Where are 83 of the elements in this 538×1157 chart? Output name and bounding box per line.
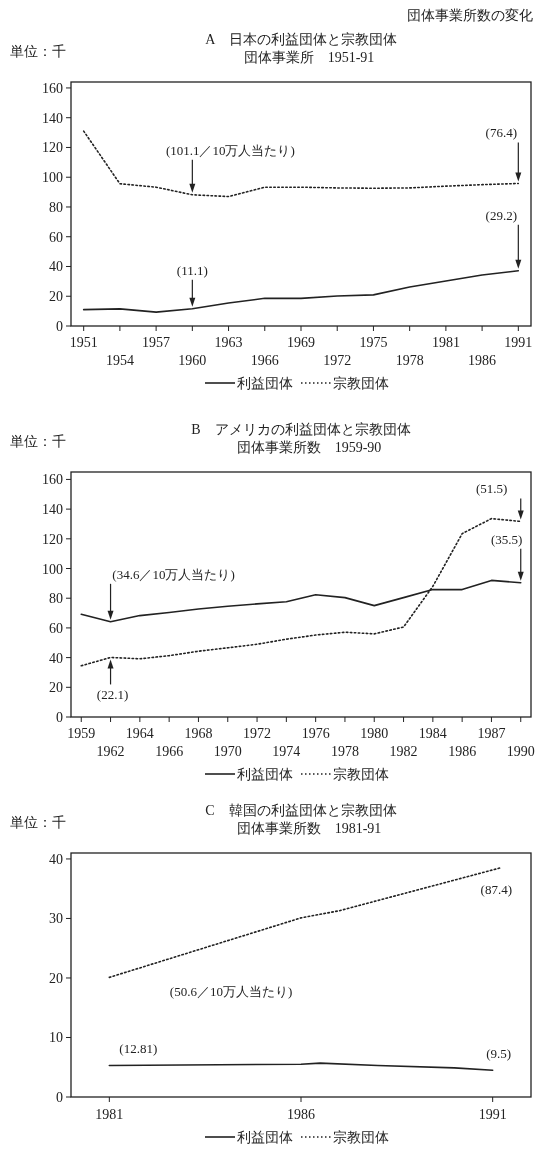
x-tick-label: 1968 <box>184 726 213 741</box>
y-tick-label: 0 <box>56 710 63 725</box>
y-axis-title: 単位：千 <box>10 815 66 830</box>
y-tick-label: 80 <box>49 199 63 215</box>
y-tick-label: 140 <box>42 502 63 518</box>
x-tick-label: 1982 <box>389 744 418 759</box>
annotation: (11.1) <box>176 262 208 278</box>
x-tick-label: 1960 <box>178 353 207 368</box>
y-tick-label: 120 <box>42 531 63 547</box>
annotation: (12.81) <box>119 1041 158 1057</box>
x-tick-label: 1986 <box>448 744 477 759</box>
x-tick-label: 1972 <box>323 353 352 368</box>
x-tick-label: 1990 <box>506 744 535 759</box>
annotation: (51.5) <box>476 481 508 497</box>
y-tick-label: 40 <box>49 650 63 666</box>
chart-title: C 韓国の利益団体と宗教団体 <box>205 803 397 818</box>
x-tick-label: 1959 <box>67 726 96 741</box>
x-tick-label: 1976 <box>301 726 330 741</box>
annotation: (87.4) <box>480 881 513 897</box>
annotation: (76.4) <box>485 125 518 141</box>
chart-title: A 日本の利益団体と宗教団体 <box>205 32 397 47</box>
x-tick-label: 1981 <box>95 1107 124 1122</box>
y-tick-label: 140 <box>42 110 63 126</box>
x-tick-label: 1957 <box>142 335 171 350</box>
x-tick-label: 1986 <box>468 353 497 368</box>
y-tick-label: 160 <box>42 80 63 96</box>
x-tick-label: 1966 <box>155 744 184 759</box>
x-tick-label: 1963 <box>214 335 243 350</box>
annotation: (34.6／10万人当たり) <box>112 566 235 582</box>
annotation: (101.1／10万人当たり) <box>165 142 295 158</box>
x-tick-label: 1978 <box>395 353 424 368</box>
x-tick-label: 1991 <box>478 1107 507 1122</box>
y-tick-label: 20 <box>49 970 63 986</box>
x-tick-label: 1970 <box>213 744 242 759</box>
y-tick-label: 40 <box>49 259 63 275</box>
x-tick-label: 1954 <box>105 353 134 368</box>
x-tick-label: 1972 <box>243 726 272 741</box>
y-tick-label: 60 <box>49 229 63 245</box>
annotation: (22.1) <box>96 687 129 703</box>
legend-label: 宗教団体 <box>333 767 389 782</box>
y-axis-title: 単位：千 <box>10 434 66 449</box>
chart-subtitle: 団体事業所 1951-91 <box>243 50 375 65</box>
chart-subtitle: 団体事業所数 1981-91 <box>236 821 382 836</box>
y-tick-label: 10 <box>49 1030 63 1046</box>
annotation: (50.6／10万人当たり) <box>169 984 293 1000</box>
x-tick-label: 1991 <box>504 335 533 350</box>
annotation: (35.5) <box>491 531 523 547</box>
chart-title: B アメリカの利益団体と宗教団体 <box>191 422 411 437</box>
legend-label: 宗教団体 <box>333 1130 389 1145</box>
x-tick-label: 1964 <box>125 726 154 741</box>
x-tick-label: 1986 <box>287 1107 315 1122</box>
legend-label: 利益団体 <box>237 767 293 782</box>
x-tick-label: 1975 <box>359 335 388 350</box>
x-tick-label: 1951 <box>69 335 98 350</box>
x-tick-label: 1980 <box>360 726 389 741</box>
x-tick-label: 1966 <box>250 353 279 368</box>
y-tick-label: 100 <box>42 561 63 577</box>
y-tick-label: 20 <box>49 289 63 305</box>
y-axis-title: 単位：千 <box>10 44 66 59</box>
x-tick-label: 1987 <box>477 726 506 741</box>
annotation: (9.5) <box>486 1046 512 1062</box>
y-tick-label: 20 <box>49 680 63 696</box>
y-tick-label: 60 <box>49 620 63 636</box>
text: 団体事業所数の変化 <box>407 8 533 23</box>
y-tick-label: 160 <box>42 472 63 488</box>
x-tick-label: 1978 <box>330 744 359 759</box>
x-tick-label: 1969 <box>287 335 315 350</box>
x-tick-label: 1981 <box>431 335 460 350</box>
legend-label: 利益団体 <box>237 1130 293 1145</box>
x-tick-label: 1974 <box>272 744 301 759</box>
y-tick-label: 30 <box>49 911 63 927</box>
legend-label: 宗教団体 <box>333 376 389 391</box>
y-tick-label: 40 <box>49 851 63 867</box>
chart-subtitle: 団体事業所数 1959-90 <box>236 440 382 455</box>
y-tick-label: 120 <box>42 140 63 156</box>
legend-label: 利益団体 <box>237 376 293 391</box>
y-tick-label: 80 <box>49 591 63 607</box>
x-tick-label: 1962 <box>96 744 125 759</box>
y-tick-label: 0 <box>56 319 63 334</box>
y-tick-label: 0 <box>56 1090 63 1105</box>
annotation: (29.2) <box>485 207 518 223</box>
x-tick-label: 1984 <box>418 726 447 741</box>
y-tick-label: 100 <box>42 170 63 186</box>
